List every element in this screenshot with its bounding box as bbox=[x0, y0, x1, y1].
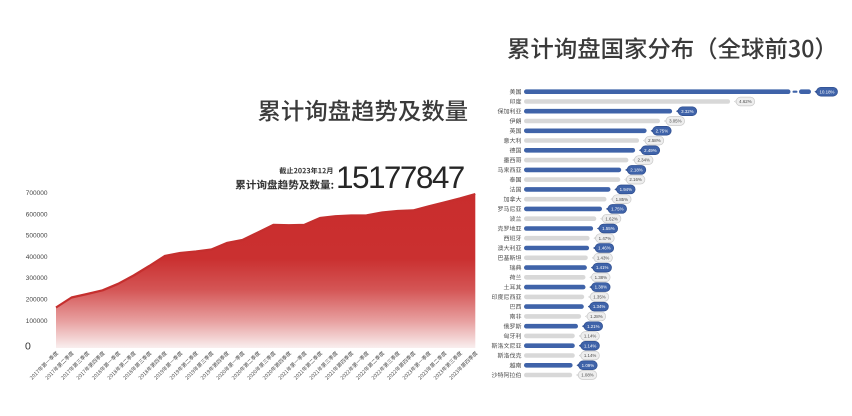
svg-text:1.55%: 1.55% bbox=[602, 226, 615, 231]
svg-text:1.38%: 1.38% bbox=[595, 285, 608, 290]
svg-text:1.38%: 1.38% bbox=[595, 275, 608, 280]
svg-text:2.58%: 2.58% bbox=[648, 138, 661, 143]
svg-text:10.18%: 10.18% bbox=[820, 89, 835, 94]
svg-text:1.46%: 1.46% bbox=[598, 246, 611, 251]
svg-text:1.34%: 1.34% bbox=[593, 304, 606, 309]
svg-text:100000: 100000 bbox=[26, 318, 48, 325]
svg-text:300000: 300000 bbox=[26, 275, 48, 282]
svg-text:1.09%: 1.09% bbox=[582, 363, 595, 368]
svg-text:600000: 600000 bbox=[26, 211, 48, 218]
svg-text:1.94%: 1.94% bbox=[620, 187, 633, 192]
svg-text:1.43%: 1.43% bbox=[597, 255, 610, 260]
svg-text:2.75%: 2.75% bbox=[656, 128, 669, 133]
svg-text:1.75%: 1.75% bbox=[611, 207, 624, 212]
svg-text:1.35%: 1.35% bbox=[593, 295, 606, 300]
svg-text:2.34%: 2.34% bbox=[637, 158, 650, 163]
svg-text:3.32%: 3.32% bbox=[681, 109, 694, 114]
svg-text:1.28%: 1.28% bbox=[590, 314, 603, 319]
svg-text:1.47%: 1.47% bbox=[599, 236, 612, 241]
svg-text:3.05%: 3.05% bbox=[669, 119, 682, 124]
svg-text:1.08%: 1.08% bbox=[581, 373, 594, 378]
svg-text:700000: 700000 bbox=[26, 190, 48, 197]
svg-text:4.62%: 4.62% bbox=[739, 99, 752, 104]
svg-text:2.49%: 2.49% bbox=[644, 148, 657, 153]
svg-text:1.85%: 1.85% bbox=[616, 197, 629, 202]
svg-text:1.41%: 1.41% bbox=[596, 265, 609, 270]
svg-text:0: 0 bbox=[25, 341, 31, 353]
svg-text:1.62%: 1.62% bbox=[605, 216, 618, 221]
svg-text:1.14%: 1.14% bbox=[584, 334, 597, 339]
svg-text:1.14%: 1.14% bbox=[584, 353, 597, 358]
svg-text:200000: 200000 bbox=[26, 297, 48, 304]
svg-text:1.21%: 1.21% bbox=[587, 324, 600, 329]
svg-text:15177847: 15177847 bbox=[336, 159, 464, 195]
svg-text:400000: 400000 bbox=[26, 254, 48, 261]
svg-text:1.14%: 1.14% bbox=[584, 343, 597, 348]
svg-text:2.18%: 2.18% bbox=[630, 168, 643, 173]
svg-text:2.16%: 2.16% bbox=[629, 177, 642, 182]
svg-text:500000: 500000 bbox=[26, 233, 48, 240]
